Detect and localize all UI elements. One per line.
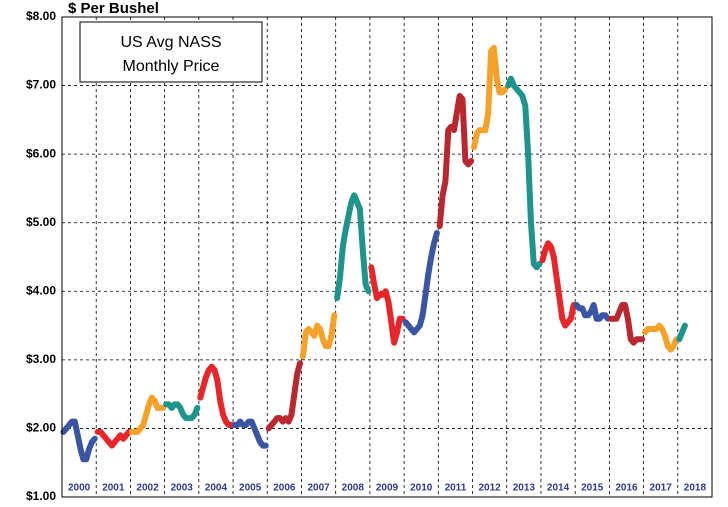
y-tick-label: $1.00 — [26, 489, 56, 503]
price-line — [402, 230, 440, 336]
x-tick-label: 2002 — [136, 483, 159, 494]
x-tick-label: 2001 — [102, 483, 125, 494]
price-line — [94, 428, 132, 449]
price-line — [676, 322, 688, 343]
price-line — [163, 401, 201, 422]
price-line — [299, 312, 338, 360]
y-tick-label: $6.00 — [26, 146, 56, 160]
x-tick-label: 2005 — [239, 483, 262, 494]
x-tick-label: 2016 — [615, 483, 638, 494]
x-tick-label: 2007 — [307, 483, 330, 494]
price-line — [642, 322, 680, 353]
y-tick-label: $2.00 — [26, 421, 56, 435]
x-tick-label: 2017 — [650, 483, 673, 494]
price-line — [197, 363, 235, 428]
price-line — [128, 394, 167, 435]
price-line — [436, 92, 475, 230]
price-line — [60, 418, 98, 463]
x-tick-label: 2003 — [171, 483, 194, 494]
price-line — [368, 264, 406, 346]
y-tick-label: $8.00 — [26, 9, 56, 23]
price-line — [334, 192, 372, 302]
price-line — [539, 240, 577, 329]
x-tick-label: 2008 — [342, 483, 365, 494]
y-tick-label: $4.00 — [26, 283, 56, 297]
x-tick-label: 2012 — [479, 483, 502, 494]
price-line — [265, 360, 303, 432]
x-tick-label: 2018 — [684, 483, 707, 494]
x-tick-label: 2000 — [68, 483, 91, 494]
x-tick-label: 2014 — [547, 483, 570, 494]
annotation: Monthly Price — [123, 58, 220, 75]
y-tick-label: $3.00 — [26, 352, 56, 366]
annotation: US Avg NASS — [120, 34, 221, 51]
x-tick-label: 2011 — [445, 483, 467, 494]
chart-title: $ Per Bushel — [68, 0, 159, 17]
y-tick-label: $7.00 — [26, 78, 56, 92]
plot-area — [62, 17, 712, 497]
price-line — [607, 302, 646, 346]
price-line — [471, 44, 509, 151]
x-tick-label: 2015 — [581, 483, 604, 494]
x-tick-label: 2013 — [513, 483, 536, 494]
price-line — [231, 418, 269, 449]
y-tick-label: $5.00 — [26, 215, 56, 229]
x-tick-label: 2006 — [273, 483, 296, 494]
annotation-box — [79, 21, 263, 83]
x-tick-label: 2010 — [410, 483, 433, 494]
price-line — [505, 75, 543, 271]
plot: $1.00 $2.00 $3.00 $4.00 $5.00 $6.00 $7.00 $8.00… — [26, 9, 713, 503]
x-tick-label: 2009 — [376, 483, 399, 494]
x-tick-label: 2004 — [205, 483, 228, 494]
plot-frame — [61, 16, 713, 498]
price-line — [573, 302, 611, 322]
